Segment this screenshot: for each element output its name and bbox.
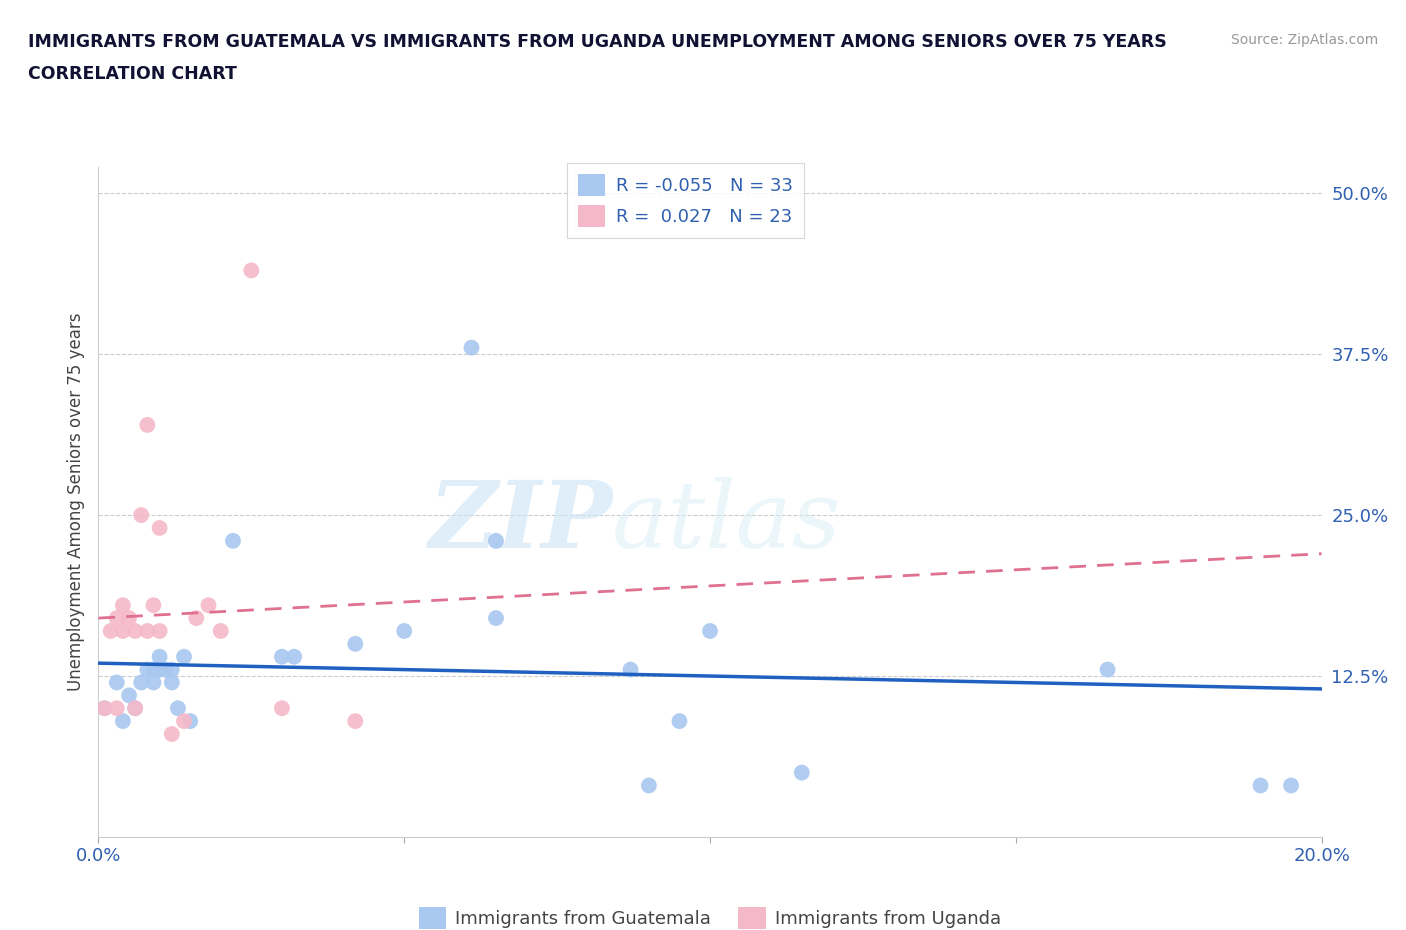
Point bbox=[124, 701, 146, 716]
Point bbox=[344, 636, 367, 651]
Point bbox=[111, 713, 134, 728]
Point bbox=[149, 521, 172, 536]
Point bbox=[1097, 662, 1119, 677]
Point bbox=[93, 701, 115, 716]
Point bbox=[167, 701, 190, 716]
Point bbox=[1279, 778, 1302, 793]
Point bbox=[197, 598, 219, 613]
Point bbox=[1249, 778, 1271, 793]
Text: IMMIGRANTS FROM GUATEMALA VS IMMIGRANTS FROM UGANDA UNEMPLOYMENT AMONG SENIORS O: IMMIGRANTS FROM GUATEMALA VS IMMIGRANTS … bbox=[28, 33, 1167, 50]
Point bbox=[100, 623, 122, 638]
Point bbox=[160, 675, 183, 690]
Point bbox=[485, 534, 508, 549]
Point bbox=[142, 598, 165, 613]
Point bbox=[240, 263, 263, 278]
Point bbox=[222, 534, 245, 549]
Point bbox=[392, 623, 416, 638]
Y-axis label: Unemployment Among Seniors over 75 years: Unemployment Among Seniors over 75 years bbox=[66, 313, 84, 691]
Point bbox=[283, 649, 305, 664]
Point bbox=[790, 765, 813, 780]
Point bbox=[186, 611, 208, 626]
Point bbox=[105, 611, 128, 626]
Point bbox=[160, 662, 183, 677]
Point bbox=[179, 713, 201, 728]
Point bbox=[149, 623, 172, 638]
Point bbox=[173, 713, 195, 728]
Point bbox=[93, 701, 115, 716]
Point bbox=[142, 662, 165, 677]
Point bbox=[485, 611, 508, 626]
Point bbox=[142, 675, 165, 690]
Point bbox=[149, 649, 172, 664]
Legend: Immigrants from Guatemala, Immigrants from Uganda: Immigrants from Guatemala, Immigrants fr… bbox=[412, 899, 1008, 930]
Point bbox=[699, 623, 721, 638]
Point bbox=[155, 662, 177, 677]
Text: atlas: atlas bbox=[612, 477, 842, 567]
Point bbox=[270, 649, 292, 664]
Point bbox=[118, 688, 141, 703]
Point bbox=[111, 623, 134, 638]
Point bbox=[173, 649, 195, 664]
Text: Source: ZipAtlas.com: Source: ZipAtlas.com bbox=[1230, 33, 1378, 46]
Point bbox=[124, 701, 146, 716]
Point bbox=[105, 701, 128, 716]
Point bbox=[136, 623, 159, 638]
Point bbox=[668, 713, 690, 728]
Point bbox=[124, 623, 146, 638]
Point bbox=[209, 623, 232, 638]
Point bbox=[619, 662, 641, 677]
Point bbox=[270, 701, 292, 716]
Point bbox=[460, 340, 482, 355]
Point bbox=[149, 662, 172, 677]
Point bbox=[105, 675, 128, 690]
Point bbox=[118, 611, 141, 626]
Point bbox=[344, 713, 367, 728]
Point bbox=[136, 418, 159, 432]
Text: ZIP: ZIP bbox=[427, 477, 612, 567]
Point bbox=[129, 675, 152, 690]
Point bbox=[136, 662, 159, 677]
Text: CORRELATION CHART: CORRELATION CHART bbox=[28, 65, 238, 83]
Point bbox=[160, 726, 183, 741]
Point bbox=[129, 508, 152, 523]
Point bbox=[111, 598, 134, 613]
Point bbox=[637, 778, 661, 793]
